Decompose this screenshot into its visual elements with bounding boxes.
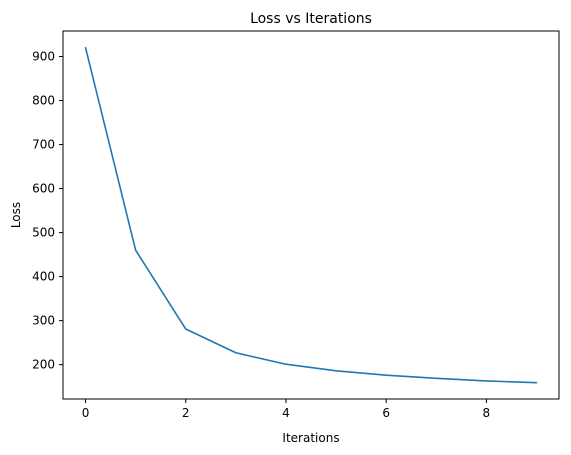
x-tick-label: 6 [382,406,390,420]
series-line-0 [84,46,538,384]
x-axis-label: Iterations [282,431,339,445]
y-tick-label: 300 [32,314,55,328]
chart-title: Loss vs Iterations [250,11,372,27]
y-tick-label: 600 [32,182,55,196]
axes-frame [62,30,560,400]
x-tick-label: 0 [82,406,90,420]
y-tick-label: 900 [32,50,55,64]
x-tick-label: 8 [483,406,491,420]
y-tick-label: 700 [32,138,55,152]
x-tick-label: 2 [182,406,190,420]
y-tick-label: 400 [32,270,55,284]
y-tick-label: 200 [32,358,55,372]
x-axis: 0 2 4 6 8 [82,399,490,420]
y-axis: 200 300 400 500 600 700 800 900 [32,50,63,372]
y-tick-label: 500 [32,226,55,240]
y-axis-label: Loss [9,202,23,228]
y-tick-label: 800 [32,94,55,108]
plot-area [84,46,538,384]
x-tick-label: 4 [282,406,290,420]
